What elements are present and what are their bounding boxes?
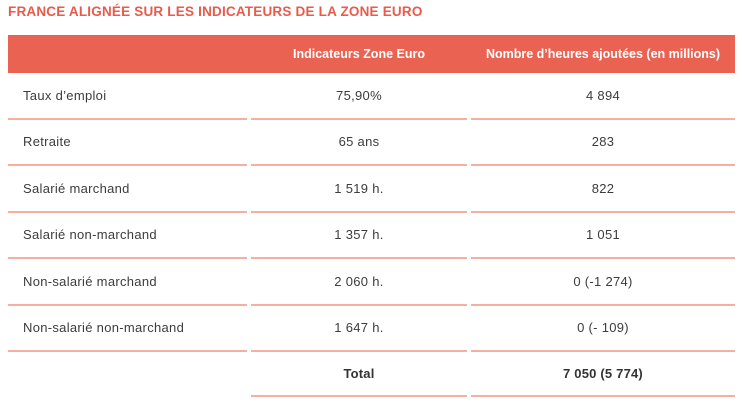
hours-value: 0 (-1 274) bbox=[471, 259, 735, 306]
table-row: Non-salarié marchand 2 060 h. 0 (-1 274) bbox=[8, 259, 735, 306]
indicator-value: 2 060 h. bbox=[251, 259, 467, 306]
table-row: Taux d’emploi 75,90% 4 894 bbox=[8, 73, 735, 120]
column-header-indicators: Indicateurs Zone Euro bbox=[293, 47, 425, 61]
total-empty-cell bbox=[8, 352, 247, 397]
indicator-value: 1 519 h. bbox=[251, 166, 467, 213]
hours-value: 822 bbox=[471, 166, 735, 213]
total-value: 7 050 (5 774) bbox=[471, 352, 735, 397]
row-label: Non-salarié marchand bbox=[8, 259, 247, 306]
hours-value: 4 894 bbox=[471, 73, 735, 120]
indicator-value: 1 647 h. bbox=[251, 306, 467, 352]
table-row: Salarié marchand 1 519 h. 822 bbox=[8, 166, 735, 213]
indicator-value: 1 357 h. bbox=[251, 213, 467, 259]
column-header-hours: Nombre d’heures ajoutées (en millions) bbox=[485, 47, 721, 61]
hours-value: 1 051 bbox=[471, 213, 735, 259]
table-title: FRANCE ALIGNÉE SUR LES INDICATEURS DE LA… bbox=[8, 4, 423, 19]
table-header-row: Indicateurs Zone Euro Nombre d’heures aj… bbox=[8, 35, 735, 73]
row-label: Salarié marchand bbox=[8, 166, 247, 213]
indicator-value: 75,90% bbox=[251, 73, 467, 120]
row-label: Non-salarié non-marchand bbox=[8, 306, 247, 352]
total-label: Total bbox=[251, 352, 467, 397]
total-row: Total 7 050 (5 774) bbox=[8, 352, 735, 397]
table-body: Taux d’emploi 75,90% 4 894 Retraite 65 a… bbox=[8, 73, 735, 352]
table-row: Retraite 65 ans 283 bbox=[8, 120, 735, 166]
table-row: Salarié non-marchand 1 357 h. 1 051 bbox=[8, 213, 735, 259]
row-label: Taux d’emploi bbox=[8, 73, 247, 120]
table-row: Non-salarié non-marchand 1 647 h. 0 (- 1… bbox=[8, 306, 735, 352]
indicators-table: Indicateurs Zone Euro Nombre d’heures aj… bbox=[8, 35, 735, 397]
hours-value: 283 bbox=[471, 120, 735, 166]
row-label: Salarié non-marchand bbox=[8, 213, 247, 259]
hours-value: 0 (- 109) bbox=[471, 306, 735, 352]
indicator-value: 65 ans bbox=[251, 120, 467, 166]
row-label: Retraite bbox=[8, 120, 247, 166]
column-header-empty bbox=[8, 35, 247, 73]
